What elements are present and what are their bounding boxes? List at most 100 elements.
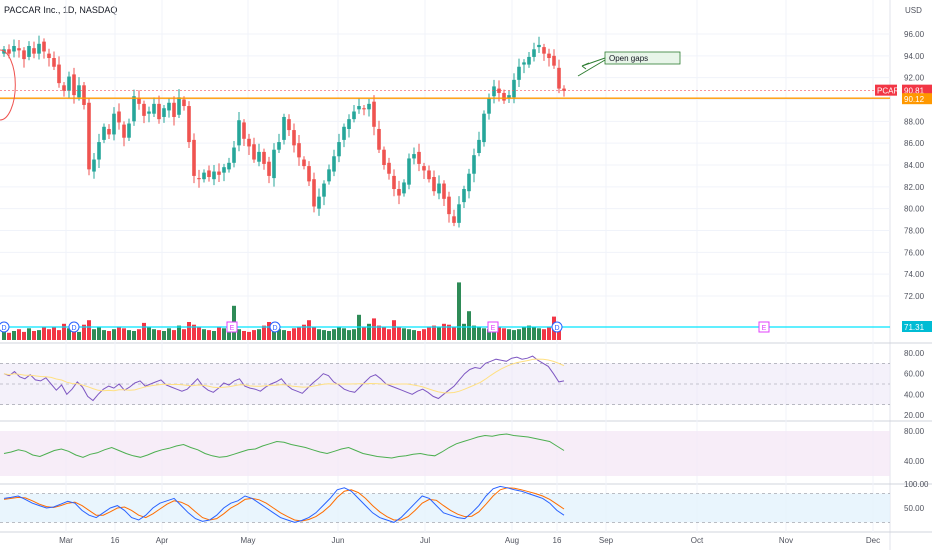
cyan-level-badge-bg	[902, 321, 932, 332]
event-marker-label: E	[762, 325, 767, 332]
volume-bar	[237, 329, 241, 340]
candle-body	[487, 98, 491, 114]
volume-bar	[457, 282, 461, 340]
rsi-line	[3, 355, 565, 402]
volume-bar	[362, 327, 366, 340]
event-marker-label: D	[272, 325, 277, 332]
candle-body	[12, 46, 16, 52]
volume-bar	[77, 331, 81, 340]
candle-body	[292, 130, 296, 146]
candle-body	[427, 170, 431, 180]
price-tick-label: 78.00	[904, 227, 925, 236]
volume-bar	[282, 330, 286, 340]
candle-body	[277, 142, 281, 150]
volume-bar	[372, 318, 376, 340]
rsi-tick-label: 20.00	[904, 411, 925, 420]
volume-bar	[467, 311, 471, 340]
volume-bar	[452, 327, 456, 340]
volume-bar	[17, 329, 21, 340]
candle-body	[312, 179, 316, 207]
volume-bar	[202, 329, 206, 340]
volume-bar	[67, 328, 71, 340]
volume-bar	[327, 331, 331, 340]
volume-bar	[437, 326, 441, 340]
candle-body	[132, 96, 136, 122]
volume-bar	[62, 323, 66, 340]
candle-body	[262, 151, 266, 164]
rsi-ma-line	[3, 358, 565, 394]
price-tick-label: 80.00	[904, 205, 925, 214]
volume-bar	[152, 329, 156, 340]
volume-bar	[167, 328, 171, 340]
time-tick-label: Aug	[505, 536, 519, 545]
volume-bar	[57, 330, 61, 340]
volume-bar	[177, 325, 181, 340]
volume-bar	[87, 320, 91, 340]
volume-bar	[472, 325, 476, 340]
volume-bar	[2, 330, 6, 340]
candle-body	[437, 183, 441, 194]
volume-bar	[102, 330, 106, 340]
rsi-tick-label: 40.00	[904, 390, 925, 399]
volume-bar	[22, 331, 26, 340]
candle-body	[332, 156, 336, 172]
candle-body	[32, 48, 36, 54]
time-tick-label: Nov	[779, 536, 793, 545]
event-marker	[758, 321, 770, 333]
candle-body	[337, 142, 341, 157]
volume-bar	[207, 330, 211, 340]
volume-bar	[172, 330, 176, 340]
candle-body	[192, 139, 196, 176]
candle-body	[562, 88, 566, 91]
candle-body	[187, 106, 191, 143]
time-tick-label: Jun	[332, 536, 345, 545]
event-marker	[226, 321, 238, 333]
volume-bar	[257, 329, 261, 340]
candle-body	[122, 124, 126, 138]
candle-body	[137, 98, 141, 104]
price-tick-label: 96.00	[904, 30, 925, 39]
candle-body	[447, 196, 451, 215]
volume-bar	[517, 329, 521, 340]
stoch-tick-label: 100.00	[904, 480, 929, 489]
volume-bar	[427, 327, 431, 340]
candle-body	[522, 62, 526, 65]
volume-bar	[377, 325, 381, 340]
price-tick-label: 74.00	[904, 270, 925, 279]
volume-bar	[557, 325, 561, 340]
candle-body	[297, 143, 301, 158]
volume-bar	[222, 328, 226, 340]
candle-body	[67, 76, 71, 91]
candle-body	[62, 85, 66, 91]
volume-bar	[322, 330, 326, 340]
candle-body	[542, 47, 546, 54]
candle-body	[357, 106, 361, 110]
volume-bar	[367, 323, 371, 340]
volume-bar	[402, 328, 406, 340]
osc2-line	[3, 433, 565, 459]
candle-body	[42, 41, 46, 52]
candle-body	[232, 147, 236, 163]
candle-body	[407, 158, 411, 185]
candle-body	[162, 108, 166, 117]
volume-bar	[157, 330, 161, 340]
candle-body	[452, 216, 456, 223]
volume-bar	[267, 322, 271, 340]
volume-bar	[192, 324, 196, 340]
volume-bar	[532, 326, 536, 340]
candle-body	[87, 102, 91, 170]
price-tick-label: 88.00	[904, 117, 925, 126]
candle-body	[457, 204, 461, 223]
price-tick-label: 82.00	[904, 183, 925, 192]
candle-body	[47, 53, 51, 59]
symbol-badge-bg	[875, 84, 897, 96]
volume-bar	[47, 329, 51, 340]
volume-bar	[302, 324, 306, 340]
event-marker	[269, 321, 281, 333]
candle-body	[517, 66, 521, 80]
volume-bar	[497, 327, 501, 340]
volume-bar	[442, 323, 446, 340]
candle-body	[172, 102, 176, 117]
candle-body	[22, 50, 26, 60]
